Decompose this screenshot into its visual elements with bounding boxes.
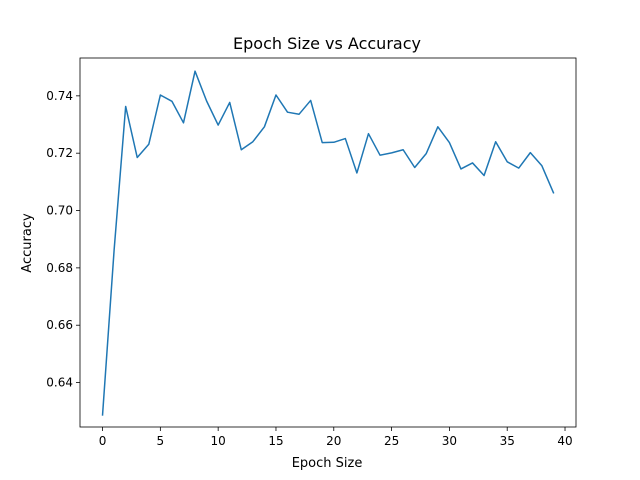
x-axis-label: Epoch Size — [292, 456, 363, 471]
series-line — [101, 70, 555, 416]
y-tick-label: 0.66 — [46, 318, 73, 332]
plot-frame — [79, 57, 577, 428]
y-tick-label: 0.70 — [46, 204, 73, 218]
x-tick-label: 10 — [211, 434, 226, 448]
x-tick-label: 5 — [157, 434, 165, 448]
y-tick-label: 0.64 — [46, 376, 73, 390]
y-tick-label: 0.72 — [46, 146, 73, 160]
x-tick-label: 20 — [326, 434, 341, 448]
x-tick-label: 0 — [99, 434, 107, 448]
x-tick-label: 35 — [500, 434, 515, 448]
y-tick-label: 0.74 — [46, 89, 73, 103]
x-tick-label: 25 — [384, 434, 399, 448]
x-tick-label: 30 — [442, 434, 457, 448]
chart-title: Epoch Size vs Accuracy — [233, 34, 421, 53]
x-tick-label: 15 — [268, 434, 283, 448]
x-tick-label: 40 — [557, 434, 572, 448]
y-axis-label: Accuracy — [20, 213, 35, 273]
y-tick-label: 0.68 — [46, 261, 73, 275]
